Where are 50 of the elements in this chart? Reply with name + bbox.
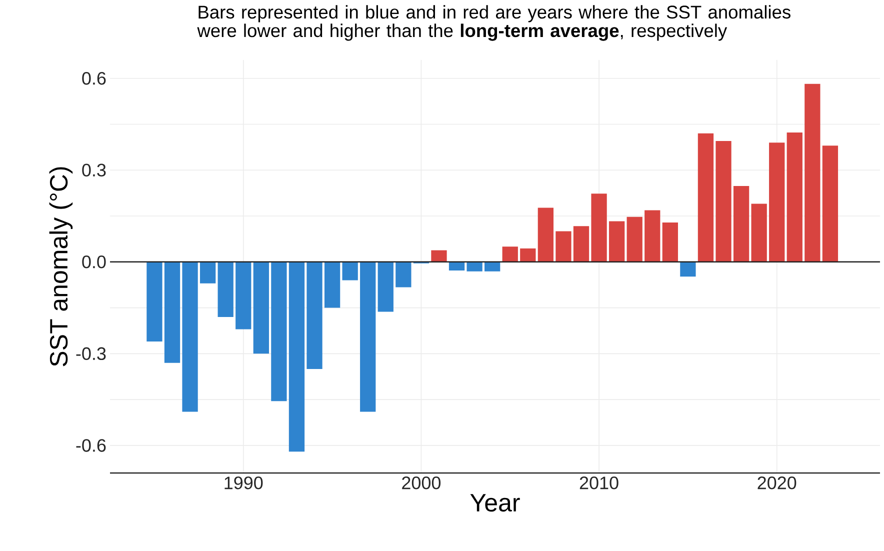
bar bbox=[556, 231, 572, 262]
bar bbox=[786, 132, 802, 262]
bar bbox=[466, 262, 482, 272]
bar bbox=[626, 216, 642, 262]
y-tick-label: 0.0 bbox=[82, 256, 106, 268]
bar bbox=[200, 262, 216, 284]
bar bbox=[680, 262, 696, 277]
y-tick-label: -0.3 bbox=[76, 347, 106, 360]
y-tick-label: 0.3 bbox=[82, 164, 106, 176]
bar bbox=[378, 262, 394, 312]
bar bbox=[484, 262, 500, 272]
bar bbox=[218, 262, 234, 317]
bar bbox=[306, 262, 322, 369]
bar bbox=[288, 262, 305, 452]
bar bbox=[520, 248, 536, 262]
x-axis-title: Year bbox=[470, 494, 520, 512]
x-tick-label: 2000 bbox=[402, 476, 441, 490]
bar bbox=[396, 262, 412, 288]
bar bbox=[769, 142, 785, 262]
bar bbox=[698, 133, 714, 262]
bar bbox=[538, 208, 554, 262]
bar bbox=[146, 262, 162, 342]
bar bbox=[253, 262, 269, 354]
bar bbox=[644, 210, 660, 262]
bar bbox=[324, 262, 340, 308]
bar bbox=[164, 262, 180, 363]
bar bbox=[591, 194, 607, 262]
bar bbox=[342, 262, 358, 280]
bar bbox=[822, 146, 838, 262]
y-tick-label: -0.6 bbox=[76, 439, 106, 452]
bar bbox=[804, 84, 820, 262]
y-tick-label: 0.6 bbox=[82, 72, 106, 85]
bar bbox=[733, 186, 750, 262]
bar bbox=[751, 204, 767, 262]
bar bbox=[360, 262, 376, 412]
bar bbox=[182, 262, 198, 412]
bar bbox=[236, 262, 252, 330]
bar bbox=[608, 221, 625, 262]
bar bbox=[716, 141, 732, 262]
bar bbox=[573, 226, 590, 262]
bar bbox=[502, 246, 518, 262]
bar bbox=[662, 222, 678, 262]
x-tick-label: 1990 bbox=[224, 476, 263, 490]
y-axis-title: SST anomaly (°C) bbox=[49, 167, 73, 366]
chart-title: Bars represented in blue and in red are years where the SST anomalies were lower and higher than the long-term average, respectively bbox=[197, 5, 790, 41]
bar bbox=[448, 262, 465, 270]
bar bbox=[431, 250, 447, 262]
x-tick-label: 2020 bbox=[758, 476, 796, 490]
bar bbox=[271, 262, 287, 402]
x-tick-label: 2010 bbox=[580, 476, 618, 490]
